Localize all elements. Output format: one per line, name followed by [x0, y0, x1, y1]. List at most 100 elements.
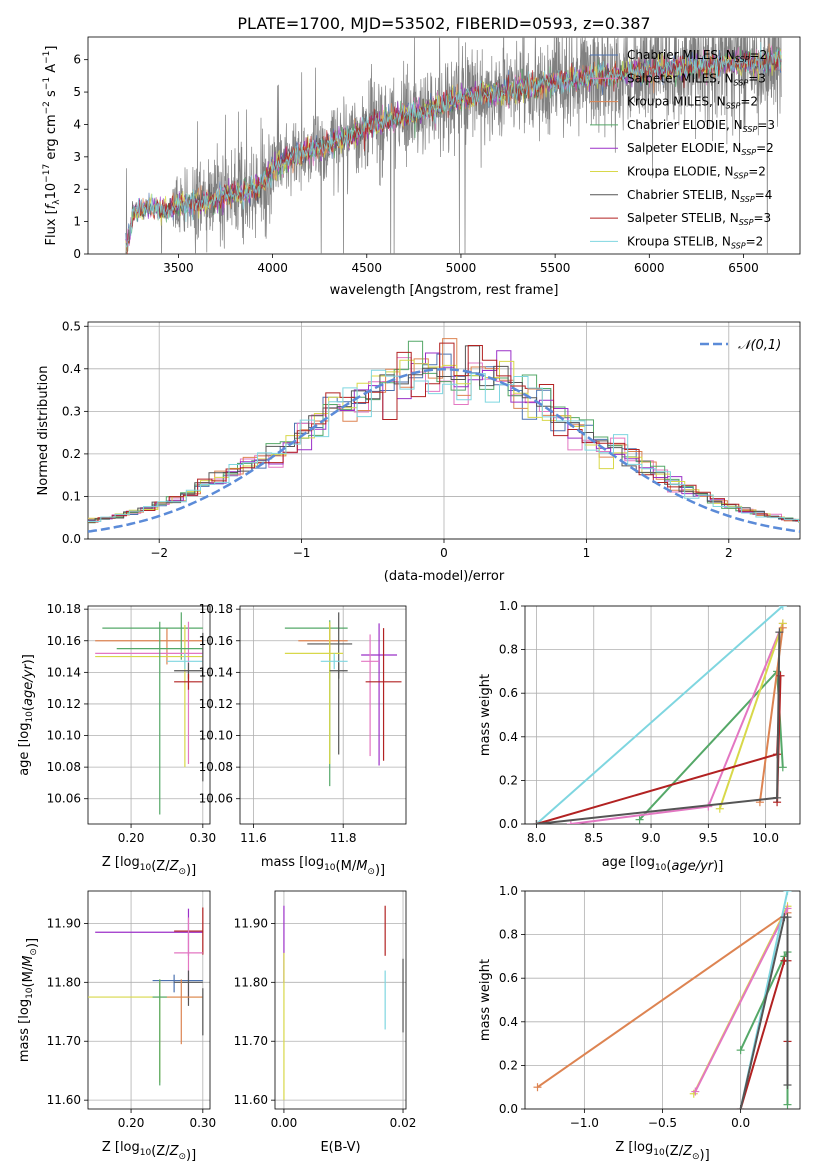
y-tick-label: 5	[73, 85, 81, 99]
errorbar-point	[95, 624, 203, 768]
x-tick-label: −1.0	[570, 1116, 599, 1130]
age-vs-mass-panel: 11.6 11.8 10.06 10.08 10.10 10.12 10.14 10.16 10…	[199, 602, 407, 878]
errorbar-point	[95, 628, 203, 665]
legend-label: 𝒩(0,1)	[738, 338, 781, 353]
y-tick-label: 11.60	[47, 1093, 81, 1107]
weight-marker	[773, 793, 782, 802]
errorbar-point	[174, 673, 203, 690]
weight-vs-age-panel: 8.0 8.5 9.0 9.5 10.0 0.0 0.2 0.4 0.6 0.8 1.0 age [l…	[478, 599, 801, 874]
weight-marker	[532, 820, 541, 824]
y-tick-label: 10.06	[47, 792, 81, 806]
y-tick-label: 4	[73, 117, 81, 131]
errorbar-point	[284, 621, 344, 764]
x-axis-label: age [log10(age/yr)]	[602, 855, 724, 874]
y-tick-label: 11.80	[234, 975, 268, 989]
spectrum-data-line	[125, 37, 782, 254]
y-tick-label: 0.5	[62, 319, 81, 333]
y-axis-label: Normed distribution	[36, 366, 51, 496]
x-axis-label: Z [log10(Z/Z⊙)]	[102, 855, 196, 878]
y-tick-label: 10.14	[47, 665, 81, 679]
weight-series-line	[739, 916, 789, 1109]
weight-marker	[783, 904, 792, 913]
x-tick-label: 9.0	[641, 831, 660, 845]
x-tick-label: 8.5	[584, 831, 603, 845]
y-tick-label: 0.8	[499, 643, 518, 657]
y-tick-label: 10.18	[47, 602, 81, 616]
x-tick-label: 9.5	[699, 831, 718, 845]
y-axis-label: mass weight	[478, 959, 493, 1041]
axes-frame	[87, 321, 801, 540]
y-tick-label: 10.10	[47, 729, 81, 743]
histogram-series	[88, 350, 800, 522]
weight-marker	[715, 804, 724, 813]
errorbar-point	[152, 979, 167, 1086]
errorbar-point	[320, 653, 348, 670]
model-line	[125, 41, 782, 248]
y-tick-label: 10.08	[199, 760, 233, 774]
axes-frame	[87, 36, 801, 255]
x-tick-label: 2	[725, 546, 733, 560]
x-axis-label: (data-model)/error	[384, 569, 505, 584]
x-tick-label: 3500	[163, 261, 194, 275]
legend-label: Chabrier MILES, NSSP=2	[627, 48, 767, 64]
y-tick-label: 0.0	[62, 532, 81, 546]
y-axis-label: mass [log10(M/M⊙)]	[17, 938, 40, 1062]
x-tick-label: 4500	[351, 261, 382, 275]
x-tick-label: 0	[440, 546, 448, 560]
errorbar-point	[152, 974, 203, 993]
weight-marker	[778, 623, 787, 632]
errorbar-point	[166, 653, 203, 670]
age-vs-metallicity-panel: 0.20 0.30 10.06 10.08 10.10 10.12 10.14 10.16 10…	[17, 602, 216, 878]
y-tick-label: 0.2	[62, 447, 81, 461]
legend-label: Salpeter MILES, NSSP=3	[627, 71, 766, 87]
weight-marker	[736, 1046, 745, 1055]
histogram-series	[88, 342, 800, 523]
y-axis-label: Flux [fλ10−17 erg cm−2 s−1 A−1]	[42, 46, 62, 246]
errorbar-point	[298, 624, 348, 657]
weight-marker	[783, 1081, 792, 1090]
axes-frame	[87, 890, 211, 1110]
legend-label: Kroupa MILES, NSSP=2	[627, 95, 758, 111]
errorbar-group	[284, 612, 402, 787]
spectrum-panel: 3500 4000 4500 5000 5500 6000 6500 0 1 2 3 4 5 6 wavel…	[42, 36, 801, 298]
legend-label: Kroupa ELODIE, NSSP=2	[627, 165, 766, 181]
x-tick-label: 6000	[634, 261, 665, 275]
weight-marker	[783, 891, 792, 895]
histogram-series	[88, 359, 800, 523]
weight-series-line	[570, 623, 784, 824]
errorbar-point	[365, 628, 402, 761]
legend-label: Salpeter ELODIE, NSSP=2	[627, 141, 774, 157]
errorbar-point	[329, 662, 348, 679]
y-tick-label: 0.2	[499, 1058, 518, 1072]
x-tick-label: −2	[150, 546, 168, 560]
x-tick-label: 0.00	[271, 1116, 298, 1130]
y-tick-label: 0.0	[499, 817, 518, 831]
y-tick-label: 10.18	[199, 602, 233, 616]
x-tick-label: 1	[583, 546, 591, 560]
x-tick-label: 5000	[446, 261, 477, 275]
y-tick-label: 10.16	[199, 634, 233, 648]
y-tick-label: 0.3	[62, 404, 81, 418]
y-tick-label: 10.08	[47, 760, 81, 774]
y-tick-label: 0.2	[499, 773, 518, 787]
weight-lines	[532, 606, 787, 824]
residuals-panel: −2 −1 0 1 2 0.0 0.1 0.2 0.3 0.4 0.5 𝒩(0,1) (data-mod…	[36, 319, 801, 584]
legend-label: Salpeter STELIB, NSSP=3	[627, 211, 771, 227]
x-tick-label: 5500	[540, 261, 571, 275]
y-tick-label: 11.90	[234, 916, 268, 930]
axes-frame	[87, 605, 211, 825]
legend-label: Chabrier STELIB, NSSP=4	[627, 188, 772, 204]
x-tick-label: 6500	[728, 261, 759, 275]
weight-series-line	[535, 606, 784, 824]
y-tick-label: 0.1	[62, 489, 81, 503]
y-tick-label: 0.4	[499, 730, 518, 744]
mass-vs-metallicity-panel: 0.20 0.30 11.60 11.70 11.80 11.90 Z [log10(Z/Z…	[17, 890, 216, 1163]
y-tick-label: 11.60	[234, 1093, 268, 1107]
weight-series-line	[694, 907, 789, 1093]
weight-vs-metallicity-panel: −1.0 −0.5 0.0 0.0 0.2 0.4 0.6 0.8 1.0 Z [log10(Z/…	[478, 884, 801, 1163]
weight-series-line	[718, 623, 784, 810]
histogram-group	[88, 338, 800, 533]
y-tick-label: 1.0	[499, 884, 518, 898]
